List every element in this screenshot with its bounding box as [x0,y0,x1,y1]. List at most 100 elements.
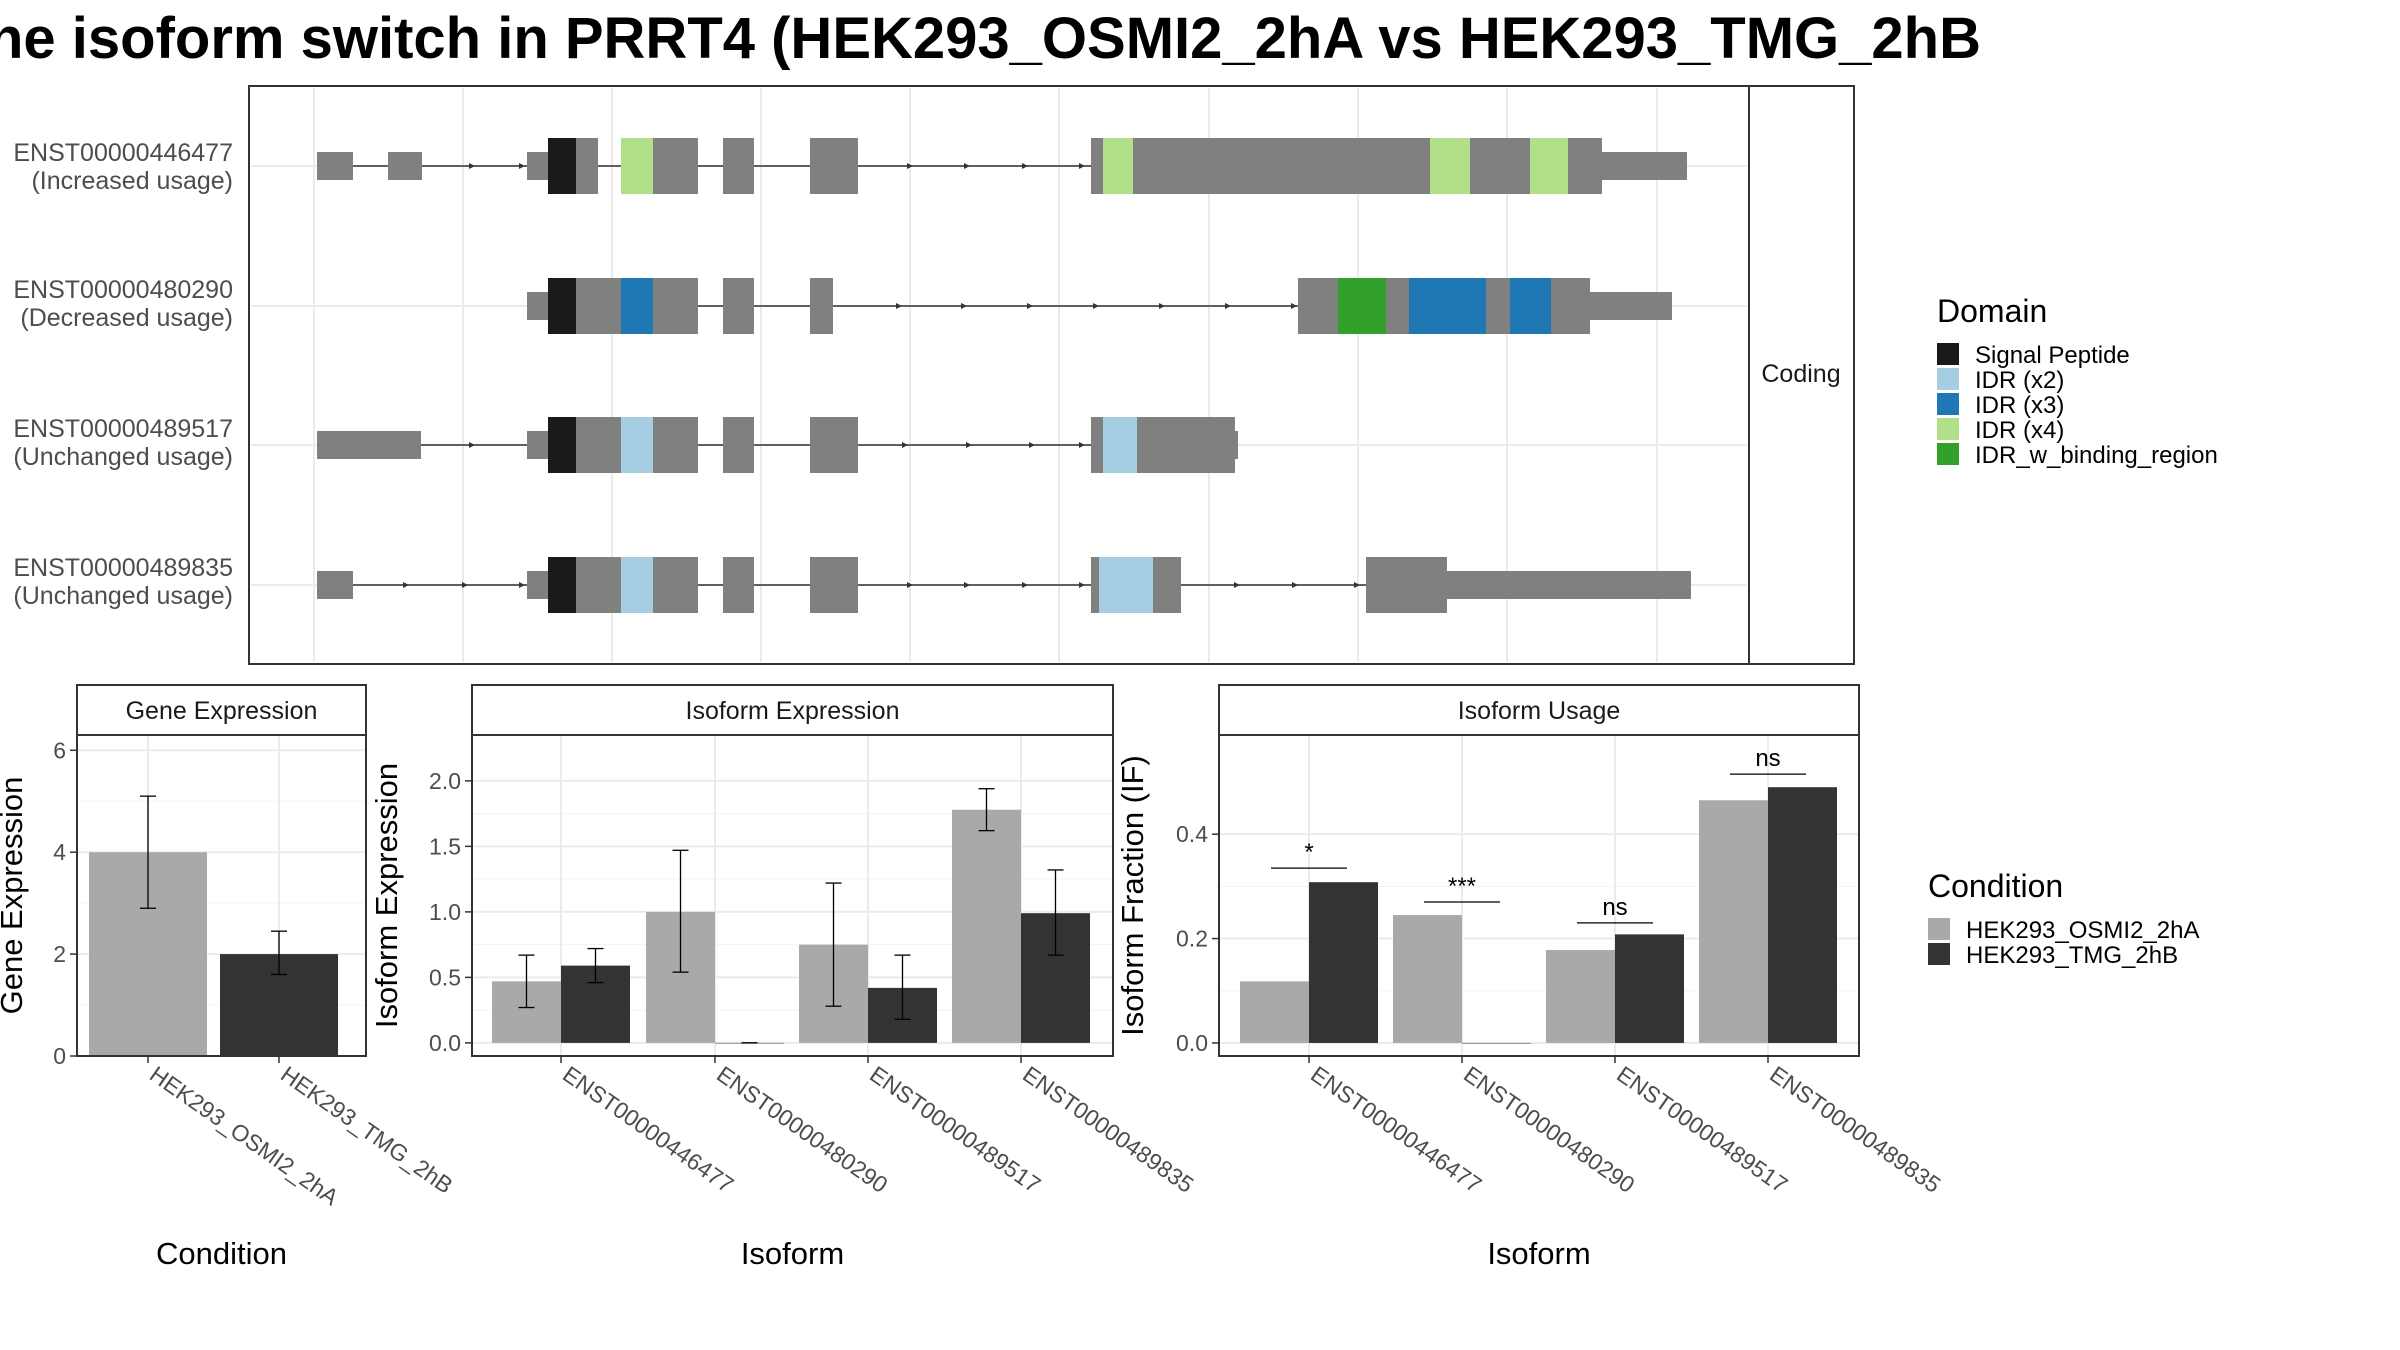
utr-exon [388,152,422,180]
coding-exon [576,138,598,194]
intron-direction-arrow [462,582,468,588]
significance-label: *** [1448,873,1476,900]
significance-label: ns [1755,745,1780,772]
transcript-label: ENST00000446477 [13,139,233,167]
y-tick-label: 4 [53,839,66,865]
coding-facet-label: Coding [1761,360,1840,388]
coding-exon [1103,138,1602,194]
panel-title: Gene Expression [126,697,318,725]
coding-exon [653,278,698,334]
intron-direction-arrow [469,163,475,169]
coding-exon [653,417,698,473]
utr-exon [1602,152,1687,180]
panel-title: Isoform Expression [686,697,900,725]
intron-direction-arrow [964,582,970,588]
bar [1615,934,1684,1043]
utr-exon [317,571,353,599]
coding-exon [653,138,698,194]
coding-exon [1366,557,1447,613]
coding-exon [810,557,858,613]
y-tick-label: 0.5 [429,964,461,990]
condition-legend-label: HEK293_OSMI2_2hA [1966,917,2199,944]
bar [1699,800,1768,1043]
panel-title-strip [76,684,367,736]
protein-domain-segment [548,417,576,473]
transcript-usage-label: (Decreased usage) [20,304,233,332]
protein-domain-segment [621,557,653,613]
utr-exon [527,292,548,320]
x-tick-label: ENST00000489835 [1765,1061,1945,1198]
coding-exon [723,138,754,194]
utr-exon [527,571,548,599]
intron-direction-arrow [964,163,970,169]
protein-domain-segment [1510,278,1551,334]
y-tick-label: 2 [53,941,66,967]
intron-direction-arrow [1225,303,1231,309]
domain-legend-swatch [1937,443,1959,465]
coding-exon [576,417,621,473]
protein-domain-segment [621,138,653,194]
intron-direction-arrow [902,442,908,448]
intron-direction-arrow [1022,163,1028,169]
coding-facet-strip [1748,85,1855,665]
intron-direction-arrow [907,163,913,169]
transcript-track [317,557,1691,613]
isoform-expression-chart: Isoform Expression 0.0 0.5 1.0 1.5 2.0 ENST000… [369,684,1199,1271]
coding-exon [576,557,621,613]
intron-direction-arrow [403,582,409,588]
y-tick-label: 0.2 [1176,926,1208,952]
isoform-structure-panel: Coding ENST00000446477 (Increased usage)… [13,85,1855,665]
intron-direction-arrow [1079,582,1085,588]
utr-exon [527,152,548,180]
protein-domain-segment [548,138,576,194]
coding-exon [810,278,833,334]
figure-title: he isoform switch in PRRT4 (HEK293_OSMI2… [0,6,1981,71]
intron-direction-arrow [1291,303,1297,309]
protein-domain-segment [1430,138,1470,194]
intron-direction-arrow [961,303,967,309]
condition-legend-title: Condition [1928,868,2063,904]
y-axis-title: Isoform Expression [369,763,404,1028]
utr-exon [1590,292,1672,320]
domain-legend-label: IDR_w_binding_region [1975,442,2218,469]
utr-exon [317,431,421,459]
transcript-usage-label: (Increased usage) [31,167,233,195]
panel-title: Isoform Usage [1458,697,1621,725]
significance-label: ns [1602,894,1627,921]
domain-legend-title: Domain [1937,293,2047,329]
gene-expression-chart: Gene Expression0246HEK293_OSMI2_2hAHEK29… [0,684,458,1271]
bar [1768,787,1837,1043]
protein-domain-segment [1409,278,1486,334]
y-axis-title: Gene Expression [0,777,29,1015]
y-tick-label: 6 [53,737,66,763]
x-axis-title: Condition [156,1236,287,1271]
utr-exon [1447,571,1691,599]
intron-direction-arrow [519,163,525,169]
transcript-label: ENST00000489835 [13,554,233,582]
domain-legend-label: IDR (x3) [1975,392,2064,419]
domain-legend-swatch [1937,393,1959,415]
domain-legend-label: IDR (x4) [1975,417,2064,444]
intron-direction-arrow [469,442,475,448]
domain-legend-swatch [1937,368,1959,390]
protein-domain-segment [548,557,576,613]
transcript-usage-label: (Unchanged usage) [13,582,233,610]
utr-exon [527,431,548,459]
transcript-track [527,278,1672,334]
structure-tracks [317,138,1691,613]
intron-direction-arrow [966,442,972,448]
y-tick-label: 0 [53,1043,66,1069]
intron-direction-arrow [519,582,525,588]
coding-exon [598,278,621,334]
domain-legend-swatch [1937,343,1959,365]
protein-domain-segment [548,278,576,334]
panel-title-strip [1218,684,1860,736]
bar [1546,950,1615,1043]
domain-legend-label: IDR (x2) [1975,367,2064,394]
protein-domain-segment [1103,138,1133,194]
